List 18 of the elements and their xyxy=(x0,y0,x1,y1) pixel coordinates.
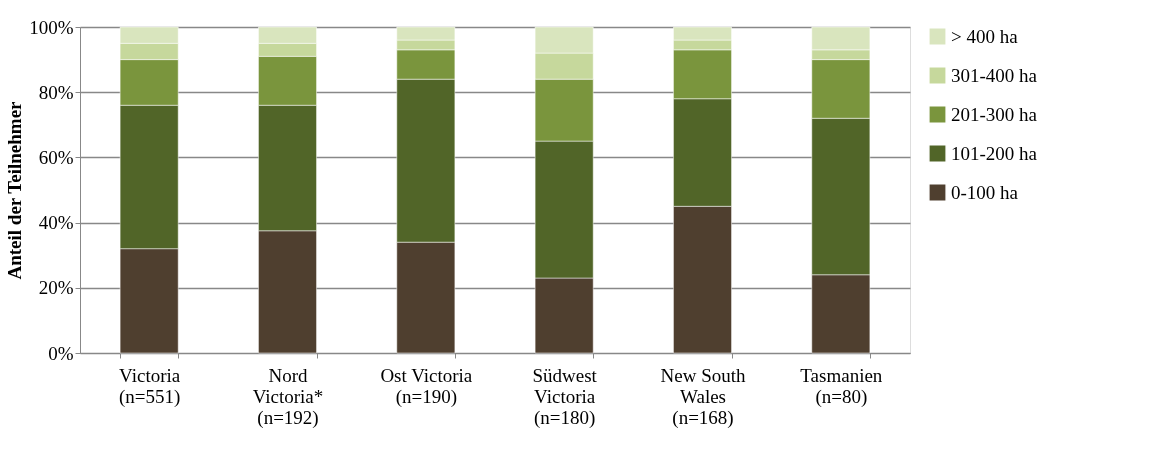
y-tick-label: 0% xyxy=(48,342,74,364)
x-tick-label: Tasmanien (n=80) xyxy=(800,364,883,408)
legend-label: 201-300 ha xyxy=(951,103,1038,125)
x-tick-label: Nord Victoria* (n=192) xyxy=(252,364,324,429)
y-tick-label: 20% xyxy=(38,277,74,299)
y-tick-label: 80% xyxy=(38,81,74,103)
legend-label: > 400 ha xyxy=(951,25,1019,47)
x-tick-label: Ost Victoria (n=190) xyxy=(380,364,473,408)
legend-label: 301-400 ha xyxy=(951,64,1038,86)
legend-label: 101-200 ha xyxy=(951,142,1038,164)
y-axis-title: Anteil der Teilnehmer xyxy=(4,100,26,280)
legend-label: 0-100 ha xyxy=(951,181,1019,203)
y-tick-label: 100% xyxy=(29,16,74,38)
x-tick-label: Victoria (n=551) xyxy=(118,364,181,408)
y-tick-label: 60% xyxy=(38,146,74,168)
x-tick-label: New South Wales (n=168) xyxy=(660,364,746,429)
x-tick-label: Südwest Victoria (n=180) xyxy=(532,364,598,429)
y-tick-label: 40% xyxy=(38,212,74,234)
